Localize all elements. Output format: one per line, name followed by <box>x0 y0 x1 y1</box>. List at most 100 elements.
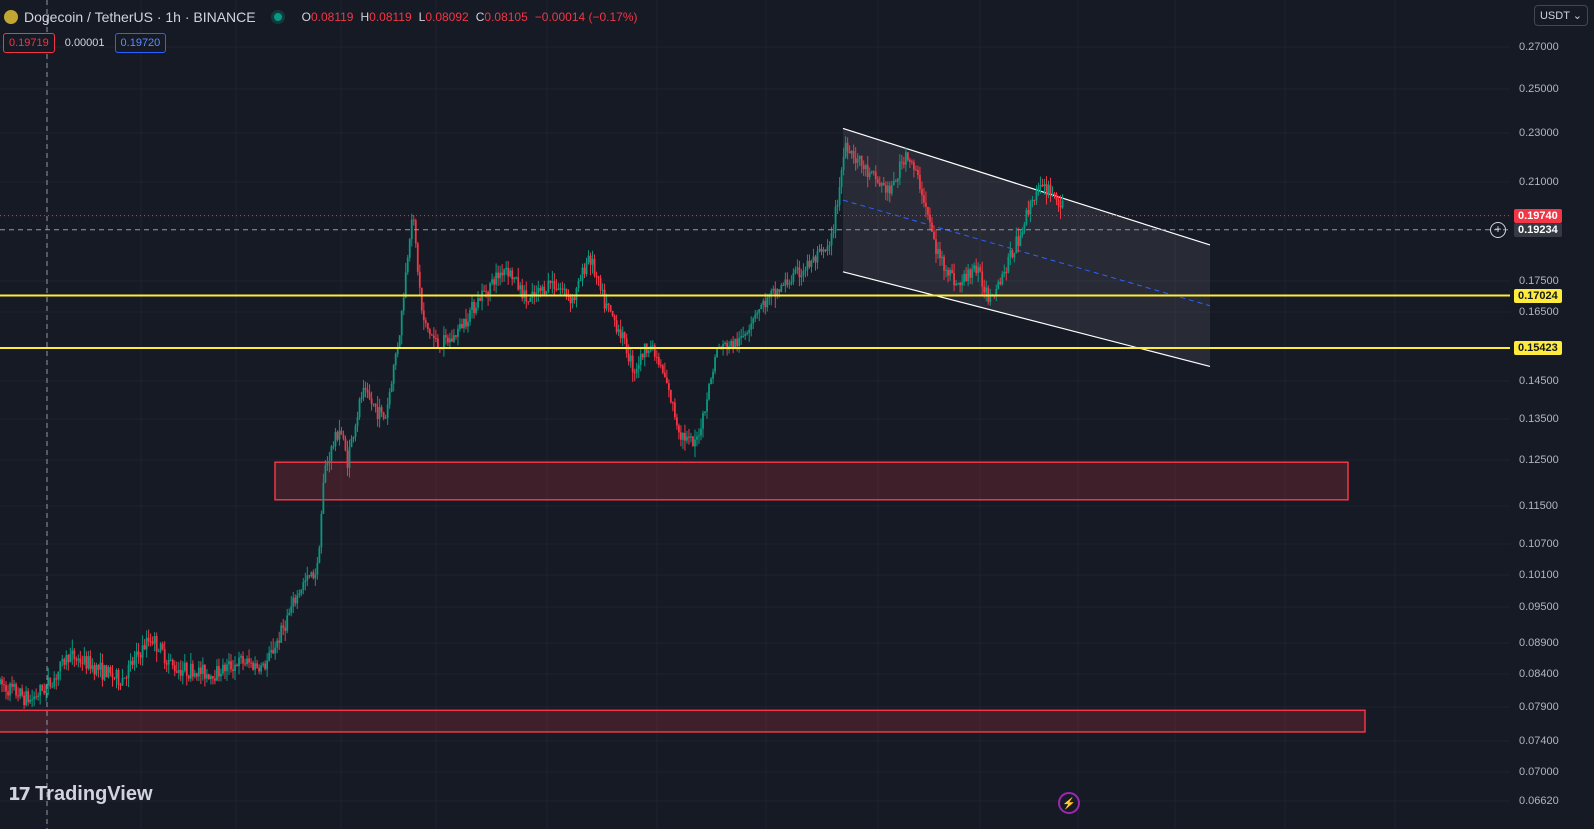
candle-body <box>408 239 411 258</box>
candle-body <box>623 332 626 339</box>
candle-body <box>342 434 345 439</box>
candle-body <box>611 310 614 316</box>
candle-body <box>141 645 144 658</box>
price-tick-label: 0.13500 <box>1519 413 1559 425</box>
candle-body <box>1025 210 1028 225</box>
candle-body <box>402 297 405 311</box>
candle-body <box>205 674 208 679</box>
tradingview-logo[interactable]: 𝟭𝟳 TradingView <box>8 783 153 806</box>
candle-body <box>360 397 363 400</box>
candle-body <box>340 430 343 435</box>
ohlc-item: O0.08119 <box>302 10 354 24</box>
flash-icon[interactable]: ⚡ <box>1058 792 1080 814</box>
candle-body <box>67 655 70 663</box>
candle-body <box>569 296 572 304</box>
candle-body <box>585 262 588 274</box>
candle-body <box>322 482 325 514</box>
candle-body <box>555 289 558 291</box>
candle-body <box>579 280 582 282</box>
price-tick-label: 0.07000 <box>1519 766 1559 778</box>
candle-body <box>1053 193 1056 195</box>
candle-body <box>384 417 387 419</box>
candle-body <box>246 658 248 665</box>
candle-body <box>47 677 50 685</box>
candle-body <box>898 161 901 179</box>
candle-body <box>848 151 851 154</box>
candle-body <box>77 658 80 661</box>
candle-body <box>714 357 716 372</box>
spread-value: 0.00001 <box>64 37 105 49</box>
sell-price-button[interactable]: 0.19719 <box>3 33 55 53</box>
candle-body <box>1033 199 1036 201</box>
candle-body <box>985 287 988 293</box>
candle-body <box>57 671 60 680</box>
candle-body <box>734 338 737 348</box>
candle-body <box>886 185 889 193</box>
candle-body <box>463 318 465 329</box>
candle-body <box>655 356 658 358</box>
candle-body <box>533 291 536 297</box>
candle-body <box>296 595 299 604</box>
candle-body <box>643 343 646 358</box>
candle-body <box>764 300 767 308</box>
quote-panel: 0.19719 0.00001 0.19720 <box>3 33 167 53</box>
ohlc-item: −0.00014 (−0.17%) <box>535 10 638 24</box>
candle-body <box>730 340 733 347</box>
candle-body <box>513 277 516 280</box>
candle-body <box>9 683 11 696</box>
candle-body <box>571 297 574 304</box>
candle-body <box>925 202 927 207</box>
currency-select[interactable]: USDT ⌄ <box>1533 5 1588 26</box>
chart-pane[interactable]: Dogecoin / TetherUS · 1h · BINANCE O0.08… <box>0 0 1510 829</box>
candle-body <box>565 288 568 296</box>
candle-body <box>348 447 351 468</box>
buy-price-button[interactable]: 0.19720 <box>114 33 167 53</box>
price-chart[interactable] <box>0 0 1510 829</box>
candle-body <box>97 664 100 670</box>
candle-body <box>197 667 200 677</box>
candle-body <box>33 696 36 700</box>
candle-body <box>575 287 578 301</box>
candle-body <box>1019 235 1022 246</box>
candle-body <box>312 572 315 579</box>
candle-body <box>155 635 158 652</box>
candle-body <box>682 433 684 440</box>
price-tick-label: 0.08400 <box>1519 668 1559 680</box>
candle-body <box>549 280 552 283</box>
candle-body <box>216 666 218 681</box>
candle-body <box>159 643 162 652</box>
candle-body <box>1027 210 1030 215</box>
last-price-tag: 0.19740 <box>1514 208 1562 223</box>
candle-body <box>173 665 176 672</box>
candle-body <box>199 667 202 675</box>
candle-body <box>754 314 757 319</box>
candle-body <box>489 283 491 296</box>
candle-body <box>43 690 46 694</box>
candle-body <box>818 248 821 252</box>
candle-body <box>280 625 283 643</box>
candle-body <box>461 323 463 329</box>
candle-body <box>428 329 431 335</box>
candle-body <box>631 355 634 373</box>
candle-body <box>63 659 66 665</box>
candle-body <box>609 305 612 311</box>
candle-body <box>995 288 998 296</box>
candle-body <box>380 407 383 413</box>
candle-body <box>627 353 630 362</box>
add-alert-plus-icon[interactable]: + <box>1490 222 1506 238</box>
candle-body <box>396 346 399 355</box>
candle-body <box>539 288 542 291</box>
symbol-title[interactable]: Dogecoin / TetherUS · 1h · BINANCE <box>24 9 256 25</box>
candle-body <box>382 412 385 419</box>
dogecoin-icon <box>4 10 18 24</box>
candle-body <box>840 170 843 188</box>
candle-body <box>240 656 242 658</box>
candle-body <box>732 340 735 348</box>
candle-body <box>25 691 28 706</box>
candle-body <box>792 273 795 282</box>
candle-body <box>388 391 391 405</box>
candle-body <box>736 338 739 346</box>
candle-body <box>226 664 228 672</box>
candle-body <box>969 269 972 278</box>
price-axis[interactable]: USDT ⌄ 0.27000 0.25000 0.23000 0.21000 0.175… <box>1510 0 1594 829</box>
